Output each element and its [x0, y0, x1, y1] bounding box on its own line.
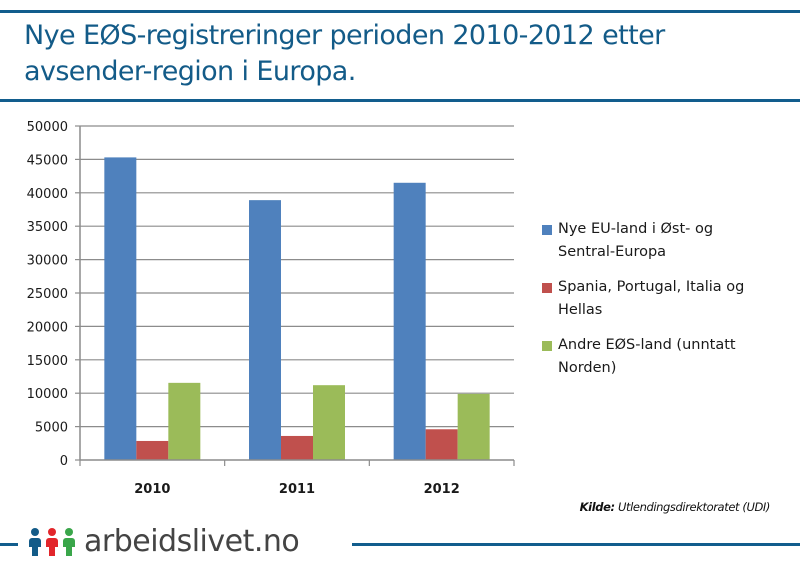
- y-tick-label: 50000: [27, 120, 68, 135]
- bar-2012-series-1: [425, 429, 458, 460]
- chart-title: Nye EØS-registreringer perioden 2010-201…: [24, 18, 784, 90]
- brand-name: arbeidslivet.no: [84, 524, 300, 559]
- bar-2010-series-2: [168, 382, 201, 460]
- bar-2011-series-0: [249, 200, 281, 460]
- title-rule: [0, 99, 800, 102]
- x-tick-label: 2012: [424, 482, 460, 497]
- bar-chart: 0 5000 10000 15000 20000 25000 30000 35000 40000…: [27, 120, 515, 497]
- legend-swatch: [542, 225, 552, 235]
- bars: [104, 157, 490, 460]
- y-tick-label: 25000: [27, 287, 68, 302]
- y-tick-label: 10000: [27, 387, 68, 402]
- y-tick-label: 35000: [27, 220, 68, 235]
- x-axis-ticks: 2010 2011 2012: [79, 460, 515, 497]
- y-tick-label: 40000: [27, 187, 68, 202]
- y-tick-label: 30000: [27, 254, 68, 269]
- y-axis-ticks: 0 5000 10000 15000 20000 25000 30000 35000 40000…: [27, 120, 80, 469]
- legend-item: Andre EØS-land (unntatt Norden): [542, 334, 792, 380]
- footer-rule-right: [352, 543, 800, 546]
- x-tick-label: 2010: [134, 482, 170, 497]
- bar-2012-series-2: [457, 393, 490, 460]
- people-icon: [28, 527, 76, 556]
- person-icon: [45, 527, 59, 556]
- y-tick-label: 0: [60, 454, 68, 469]
- y-tick-label: 45000: [27, 153, 68, 168]
- legend-label: Nye EU-land i Øst- og: [558, 221, 714, 237]
- source-label: Kilde:: [579, 500, 615, 514]
- legend-item: Spania, Portugal, Italia og Hellas: [542, 276, 792, 322]
- person-icon: [62, 527, 76, 556]
- person-icon: [28, 527, 42, 556]
- legend: Nye EU-land i Øst- og Sentral-Europa Spani…: [542, 218, 792, 392]
- bar-2011-series-2: [313, 385, 345, 460]
- chart-title-line-1: Nye EØS-registreringer perioden 2010-201…: [24, 20, 665, 51]
- legend-label: Norden): [558, 360, 617, 376]
- bar-2010-series-0: [104, 157, 137, 460]
- y-tick-label: 5000: [35, 421, 68, 436]
- legend-label: Andre EØS-land (unntatt: [558, 337, 736, 353]
- gridlines: [80, 125, 514, 428]
- bar-2011-series-1: [281, 435, 313, 460]
- legend-label: Spania, Portugal, Italia og: [558, 279, 745, 295]
- legend-label: Hellas: [558, 302, 603, 318]
- bar-2010-series-1: [136, 440, 169, 460]
- bar-2012-series-0: [393, 182, 426, 460]
- axes: [79, 126, 514, 461]
- chart-title-line-2: avsender-region i Europa.: [24, 56, 356, 87]
- brand-logo[interactable]: arbeidslivet.no: [28, 524, 300, 559]
- legend-item: Nye EU-land i Øst- og Sentral-Europa: [542, 218, 792, 264]
- legend-label: Sentral-Europa: [558, 244, 667, 260]
- source-text: Utlendingsdirektoratet (UDI): [617, 500, 770, 514]
- x-tick-label: 2011: [279, 482, 315, 497]
- source-note: Kilde: Utlendingsdirektoratet (UDI): [579, 500, 771, 514]
- legend-swatch: [542, 283, 552, 293]
- top-rule: [0, 10, 800, 13]
- footer-rule-left: [0, 543, 18, 546]
- y-tick-label: 15000: [27, 354, 68, 369]
- legend-swatch: [542, 341, 552, 351]
- y-tick-label: 20000: [27, 320, 68, 335]
